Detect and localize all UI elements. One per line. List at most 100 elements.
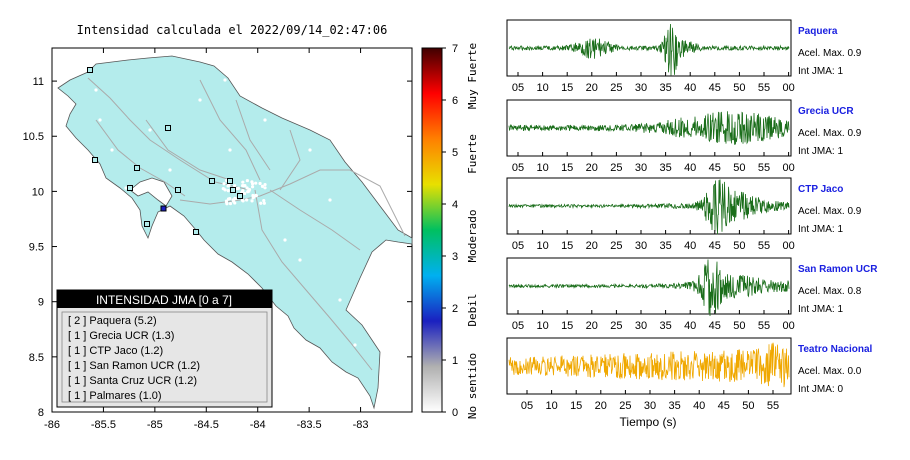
waveform-tick-label: 40 xyxy=(693,400,705,412)
town-marker xyxy=(260,184,265,188)
colorbar-tick-label: 5 xyxy=(452,147,458,159)
waveform-tick-label: 50 xyxy=(733,240,745,252)
colorbar: 0 1 2 3 4 5 6 7 No sentido Debil Moderado Fuerte Mu… xyxy=(421,43,479,419)
waveform-tick-label: 30 xyxy=(635,320,647,332)
waveform-tick-label: 35 xyxy=(659,240,671,252)
station-acel: Acel. Max. 0.8 xyxy=(798,286,862,297)
colorbar-label: Muy Fuerte xyxy=(466,43,479,109)
waveform-tick-label: 55 xyxy=(758,320,770,332)
town-marker xyxy=(124,186,128,190)
waveform-panel: 05 10 15 20 25 30 35 40 45 50 55 00 CTP Jaco Acel. Ma… xyxy=(506,177,862,252)
waveform-tick-label: 00 xyxy=(782,82,794,94)
station-jma: Int JMA: 1 xyxy=(798,66,843,77)
station-marker-paquera xyxy=(160,205,167,212)
waveform-tick-label: 40 xyxy=(684,162,696,174)
colorbar-label: Fuerte xyxy=(466,134,479,174)
waveform-tick-label: 20 xyxy=(586,162,598,174)
figure-title: Intensidad calculada el 2022/09/14_02:47… xyxy=(77,23,388,37)
waveform-tick-label: 10 xyxy=(536,240,548,252)
map-y-tick-label: 9 xyxy=(38,297,44,309)
town-marker xyxy=(226,197,231,201)
town-marker xyxy=(298,258,302,262)
station-marker xyxy=(230,187,236,193)
map-ticks: -86 -85.5 -85 -84.5 -84 -83.5 -83 11 10.5 10 9.5 9 8… xyxy=(23,48,412,431)
station-acel: Acel. Max. 0.9 xyxy=(798,128,862,139)
waveform-tick-label: 30 xyxy=(635,162,647,174)
town-marker xyxy=(110,148,114,152)
waveform-trace xyxy=(508,259,790,317)
town-marker xyxy=(228,148,232,152)
colorbar-ticks: 0 1 2 3 4 5 6 7 xyxy=(442,43,458,419)
town-marker xyxy=(247,189,251,193)
town-marker xyxy=(258,181,262,186)
road xyxy=(179,169,406,237)
station-jma: Int JMA: 1 xyxy=(798,146,843,157)
waveform-tick-label: 00 xyxy=(782,240,794,252)
waveform-tick-label: 40 xyxy=(684,320,696,332)
waveform-tick-label: 30 xyxy=(635,240,647,252)
waveform-tick-label: 20 xyxy=(586,320,598,332)
town-marker xyxy=(262,199,266,203)
town-marker xyxy=(241,188,245,193)
town-marker xyxy=(308,148,312,152)
map-x-tick-label: -85 xyxy=(147,419,163,431)
legend-item: [ 1 ] CTP Jaco (1.2) xyxy=(68,345,163,357)
road xyxy=(269,189,361,251)
waveform-tick-label: 10 xyxy=(536,162,548,174)
waveform-panels: 05 10 15 20 25 30 35 40 45 50 55 00 Paquera Acel. Max… xyxy=(506,19,878,412)
station-marker xyxy=(209,178,215,184)
colorbar-tick-label: 3 xyxy=(452,251,458,263)
waveform-tick-label: 05 xyxy=(512,240,524,252)
waveform-trace xyxy=(508,179,790,235)
colorbar-tick-label: 4 xyxy=(452,199,458,211)
town-marker xyxy=(262,201,266,205)
station-acel: Acel. Max. 0.0 xyxy=(798,366,862,377)
town-marker xyxy=(241,180,245,184)
waveform-tick-label: 25 xyxy=(610,320,622,332)
waveform-tick-label: 45 xyxy=(709,240,721,252)
waveform-panel: 05 10 15 20 25 30 35 40 45 50 55 Teatro Nacional Ace… xyxy=(506,337,872,412)
map-y-tick-label: 11 xyxy=(33,76,44,88)
waveform-tick-label: 15 xyxy=(561,82,573,94)
town-marker xyxy=(263,118,267,122)
waveform-tick-label: 55 xyxy=(758,240,770,252)
town-marker xyxy=(250,182,255,186)
station-name: Grecia UCR xyxy=(798,106,854,117)
road xyxy=(145,119,231,181)
town-marker xyxy=(250,199,254,203)
waveform-tick-label: 55 xyxy=(767,400,779,412)
colorbar-tick-label: 2 xyxy=(452,303,458,315)
town-marker xyxy=(245,198,249,202)
map-x-tick-label: -84 xyxy=(250,419,266,431)
legend-header: INTENSIDAD JMA [0 a 7] xyxy=(96,293,232,307)
station-jma: Int JMA: 1 xyxy=(798,304,843,315)
town-marker xyxy=(263,182,267,187)
waveform-tick-label: 35 xyxy=(659,82,671,94)
station-jma: Int JMA: 0 xyxy=(798,384,843,395)
waveform-tick-label: 55 xyxy=(758,82,770,94)
waveform-tick-label: 20 xyxy=(595,400,607,412)
town-marker xyxy=(254,181,258,185)
town-marker xyxy=(227,183,231,187)
colorbar-tick-label: 0 xyxy=(452,407,458,419)
station-marker xyxy=(92,157,98,163)
waveform-tick-label: 20 xyxy=(586,82,598,94)
waveform-tick-label: 20 xyxy=(586,240,598,252)
waveform-panel: 05 10 15 20 25 30 35 40 45 50 55 00 San Ramon UCR Ace… xyxy=(506,257,878,332)
waveform-tick-label: 25 xyxy=(619,400,631,412)
waveform-tick-label: 40 xyxy=(684,82,696,94)
legend-header-bg xyxy=(57,290,272,308)
station-marker xyxy=(134,165,140,171)
town-marker xyxy=(235,186,239,191)
waveform-trace xyxy=(508,111,790,145)
waveform-tick-label: 15 xyxy=(570,400,582,412)
road xyxy=(279,129,301,191)
station-name: Teatro Nacional xyxy=(798,344,872,355)
costa-rica-landmass xyxy=(57,55,413,410)
map-y-tick-label: 10.5 xyxy=(23,131,44,143)
map-x-tick-label: -83.5 xyxy=(297,419,322,431)
town-marker xyxy=(198,98,202,102)
map-y-tick-label: 8.5 xyxy=(29,352,44,364)
colorbar-label: Debil xyxy=(466,293,479,326)
station-markers xyxy=(87,67,243,235)
